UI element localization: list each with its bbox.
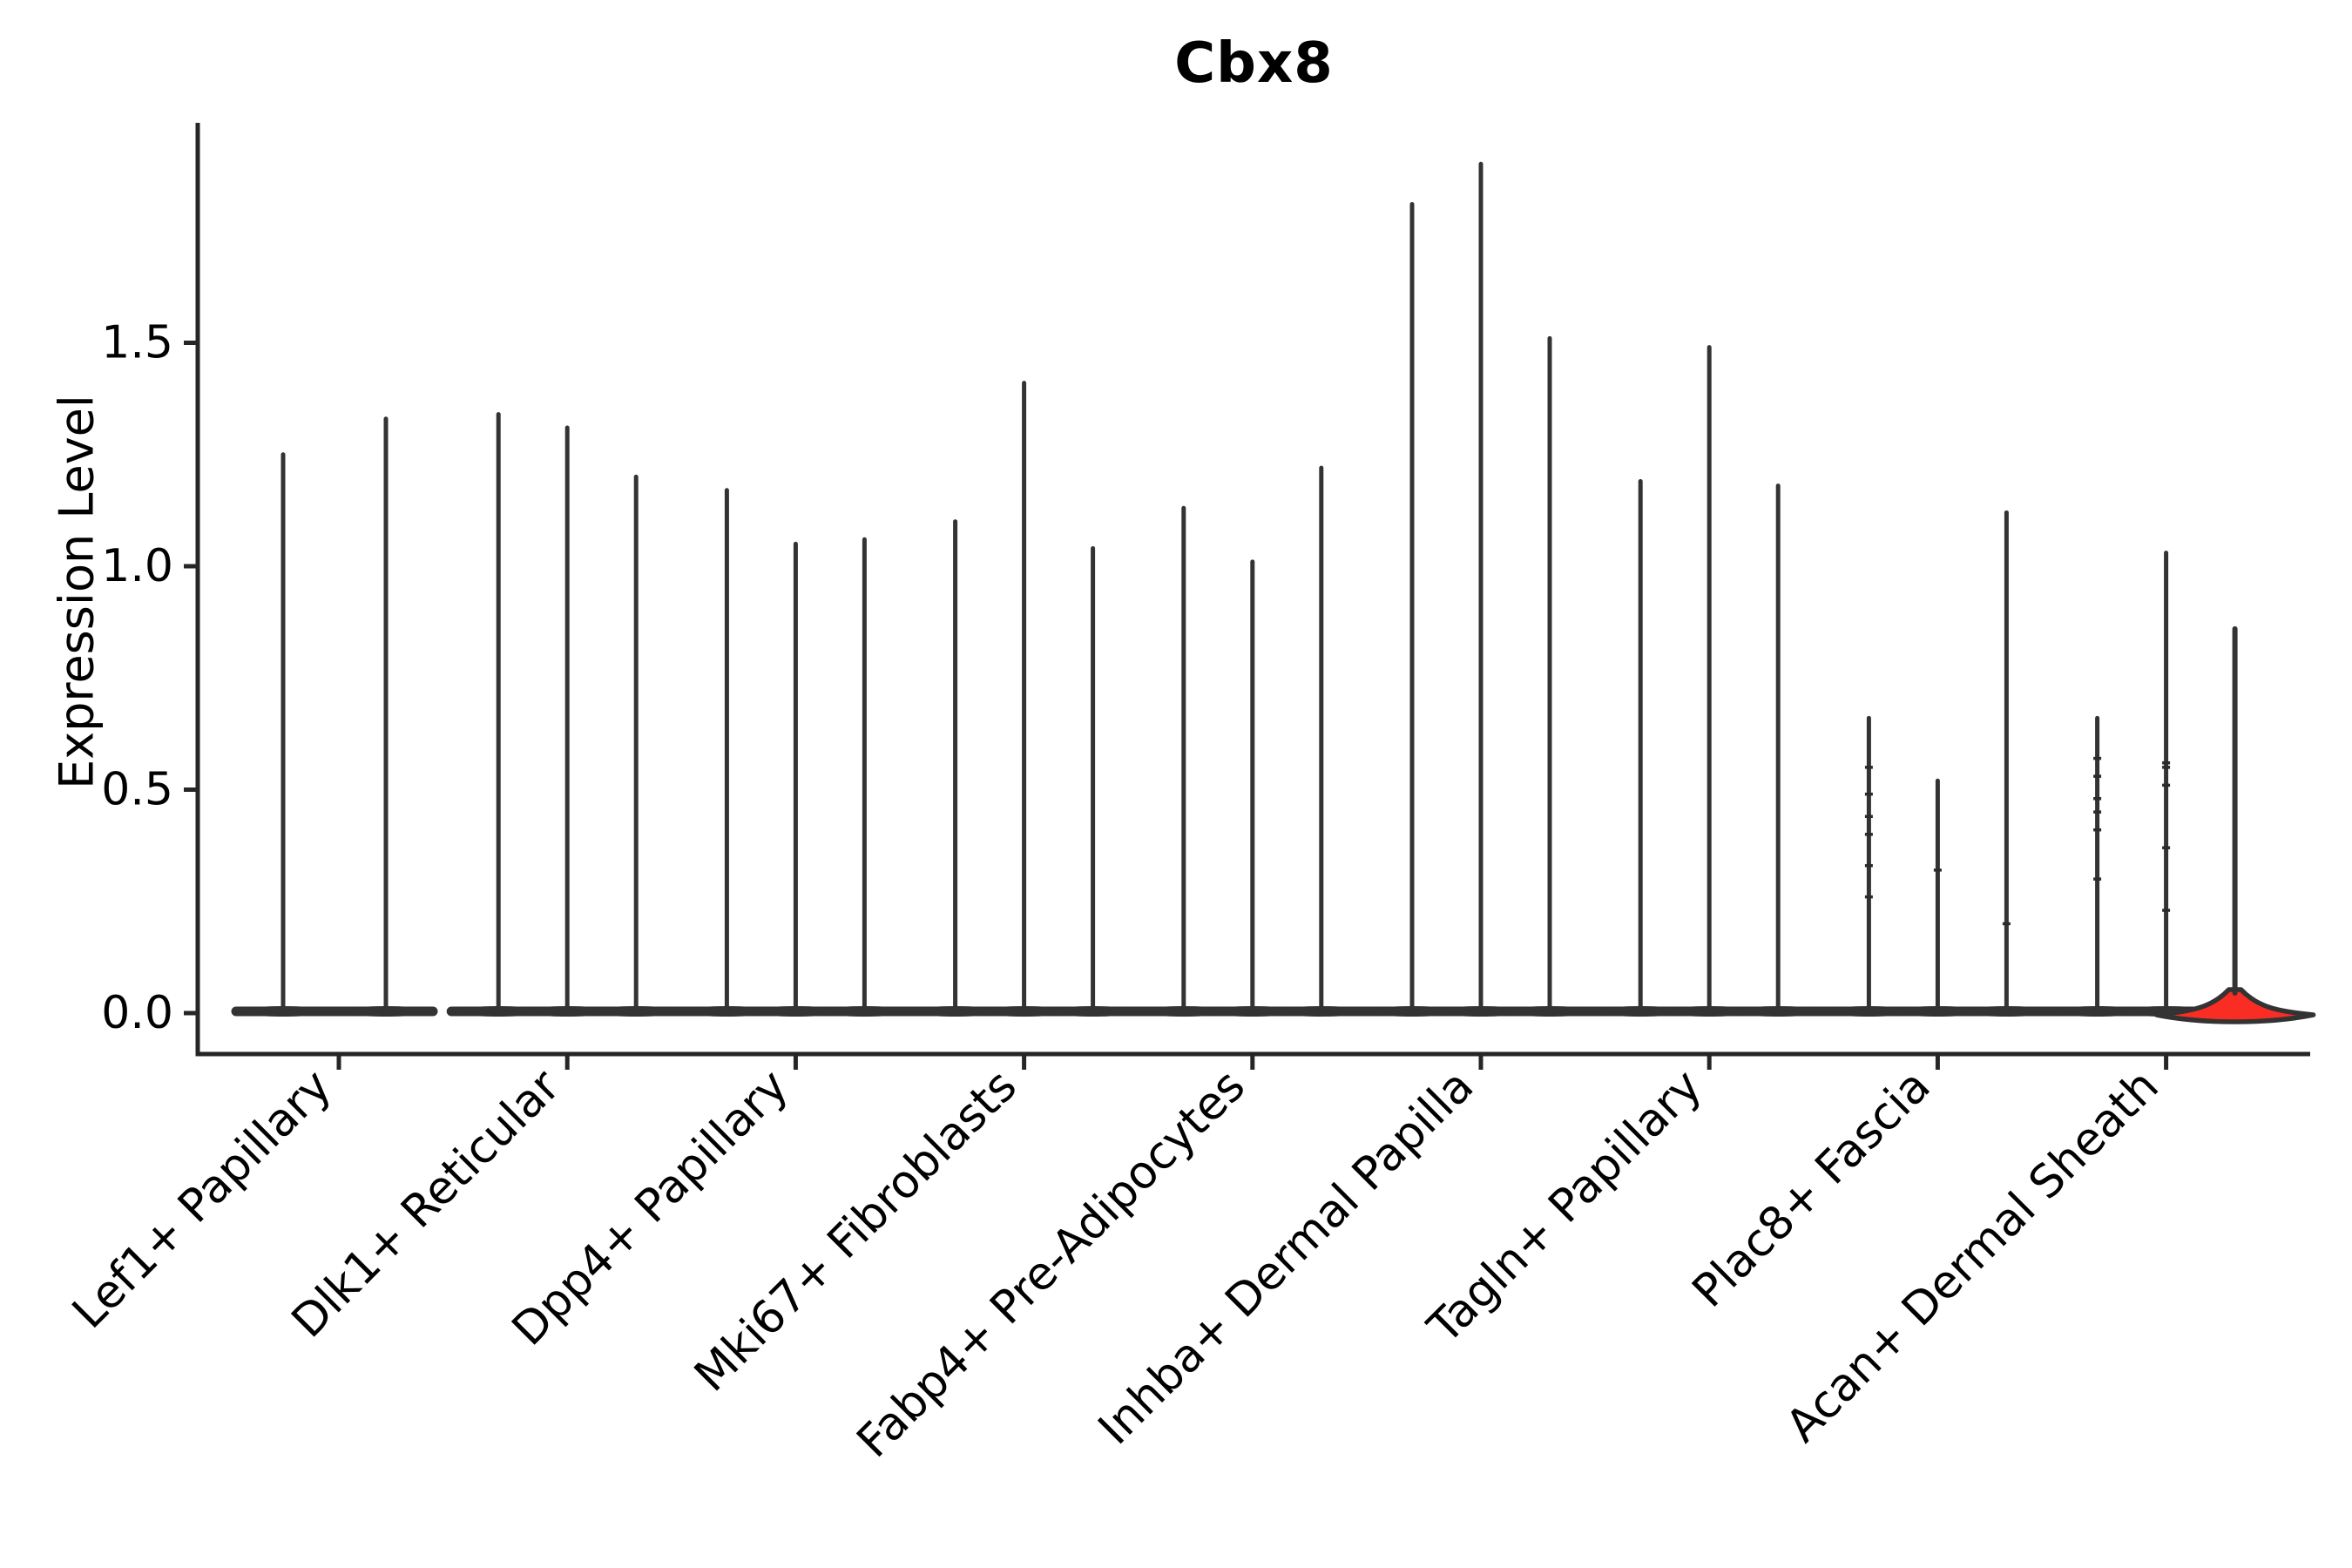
y-tick-label: 1.0	[101, 540, 173, 592]
x-tick-label: Fabp4+ Pre-Adipocytes	[848, 1060, 1255, 1468]
highlighted-violin-base	[2153, 987, 2316, 1024]
x-tick-label: Acan+ Dermal Sheath	[1776, 1060, 2169, 1453]
y-tick-label: 0.5	[101, 764, 173, 816]
x-tick-label: Inhba+ Dermal Papilla	[1089, 1060, 1484, 1455]
x-tick-label: Plac8+ Fascia	[1683, 1060, 1941, 1318]
y-tick-label: 1.5	[101, 317, 173, 369]
chart-title: Cbx8	[1174, 31, 1334, 96]
y-tick-label: 0.0	[101, 987, 173, 1039]
